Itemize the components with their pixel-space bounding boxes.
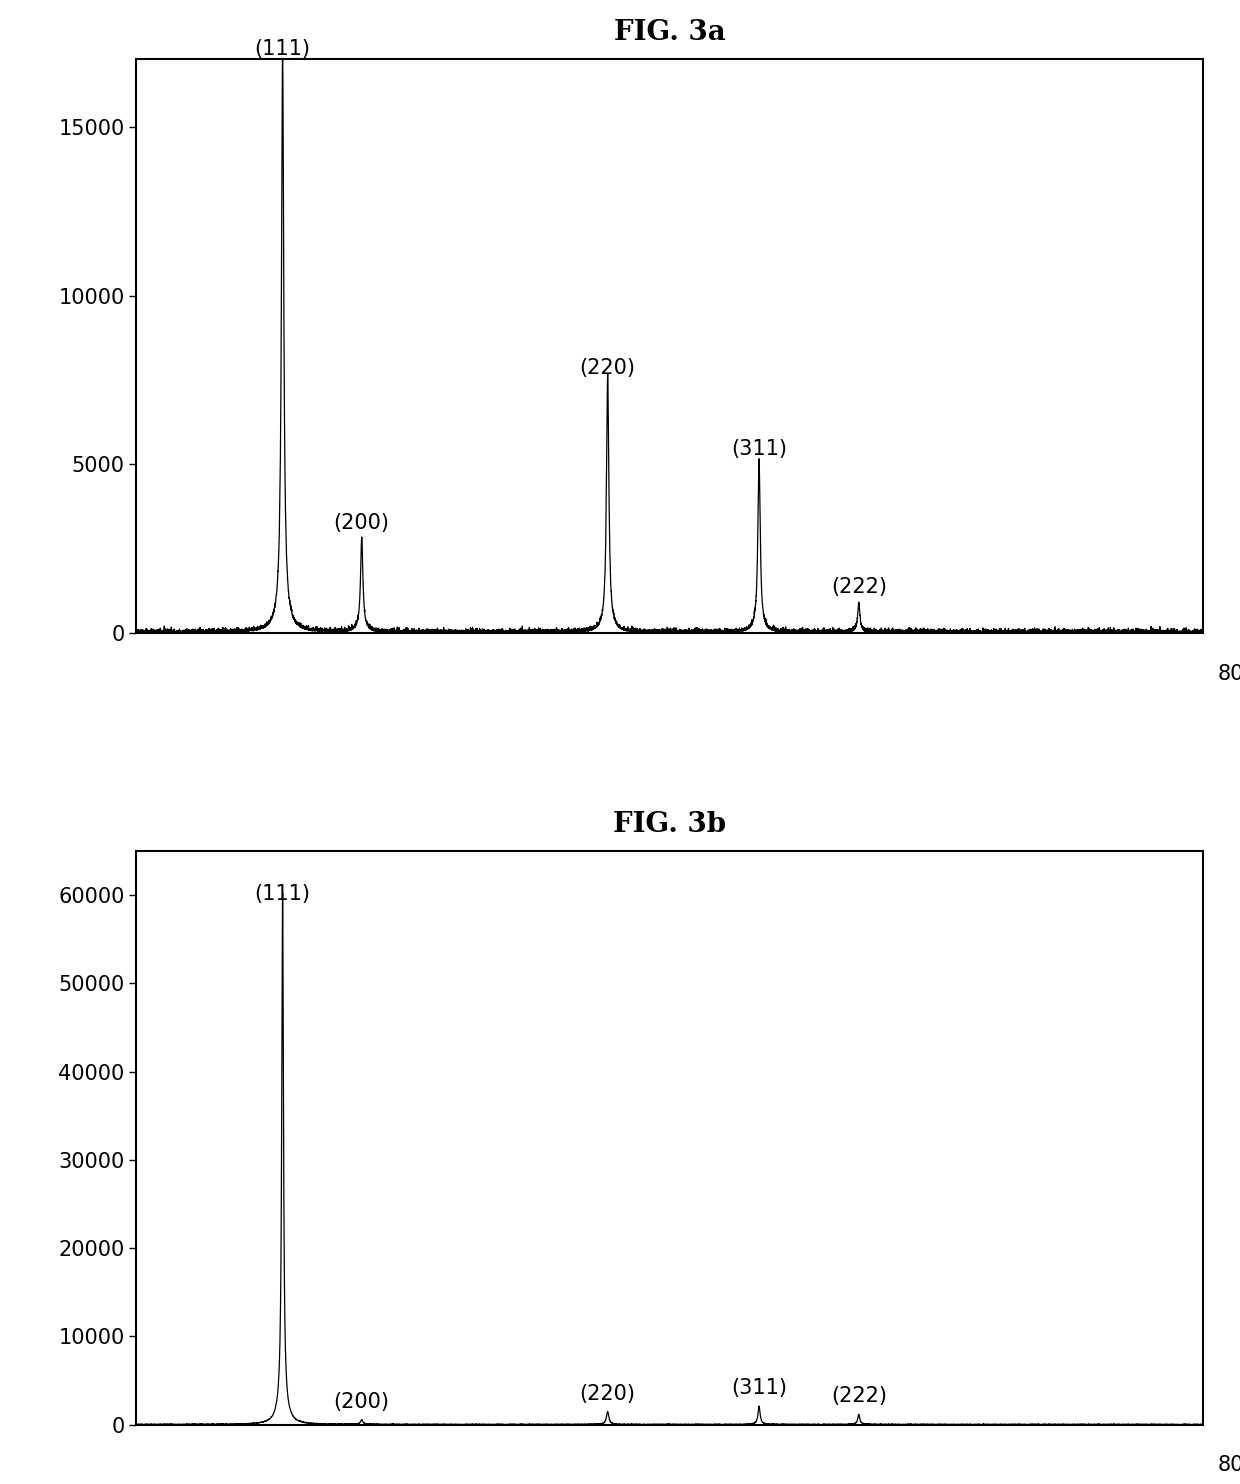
Text: (111): (111) xyxy=(254,884,310,904)
Text: (311): (311) xyxy=(732,439,787,459)
Text: 80: 80 xyxy=(1218,1456,1240,1475)
Title: FIG. 3a: FIG. 3a xyxy=(614,19,725,46)
Text: (220): (220) xyxy=(579,358,636,378)
Text: (111): (111) xyxy=(254,39,310,59)
Text: (222): (222) xyxy=(831,1386,887,1407)
Text: (222): (222) xyxy=(831,577,887,598)
Text: (200): (200) xyxy=(334,513,389,533)
Title: FIG. 3b: FIG. 3b xyxy=(613,810,727,837)
Text: 80: 80 xyxy=(1218,663,1240,684)
Text: (220): (220) xyxy=(579,1383,636,1404)
Text: (200): (200) xyxy=(334,1392,389,1411)
Text: (311): (311) xyxy=(732,1379,787,1398)
